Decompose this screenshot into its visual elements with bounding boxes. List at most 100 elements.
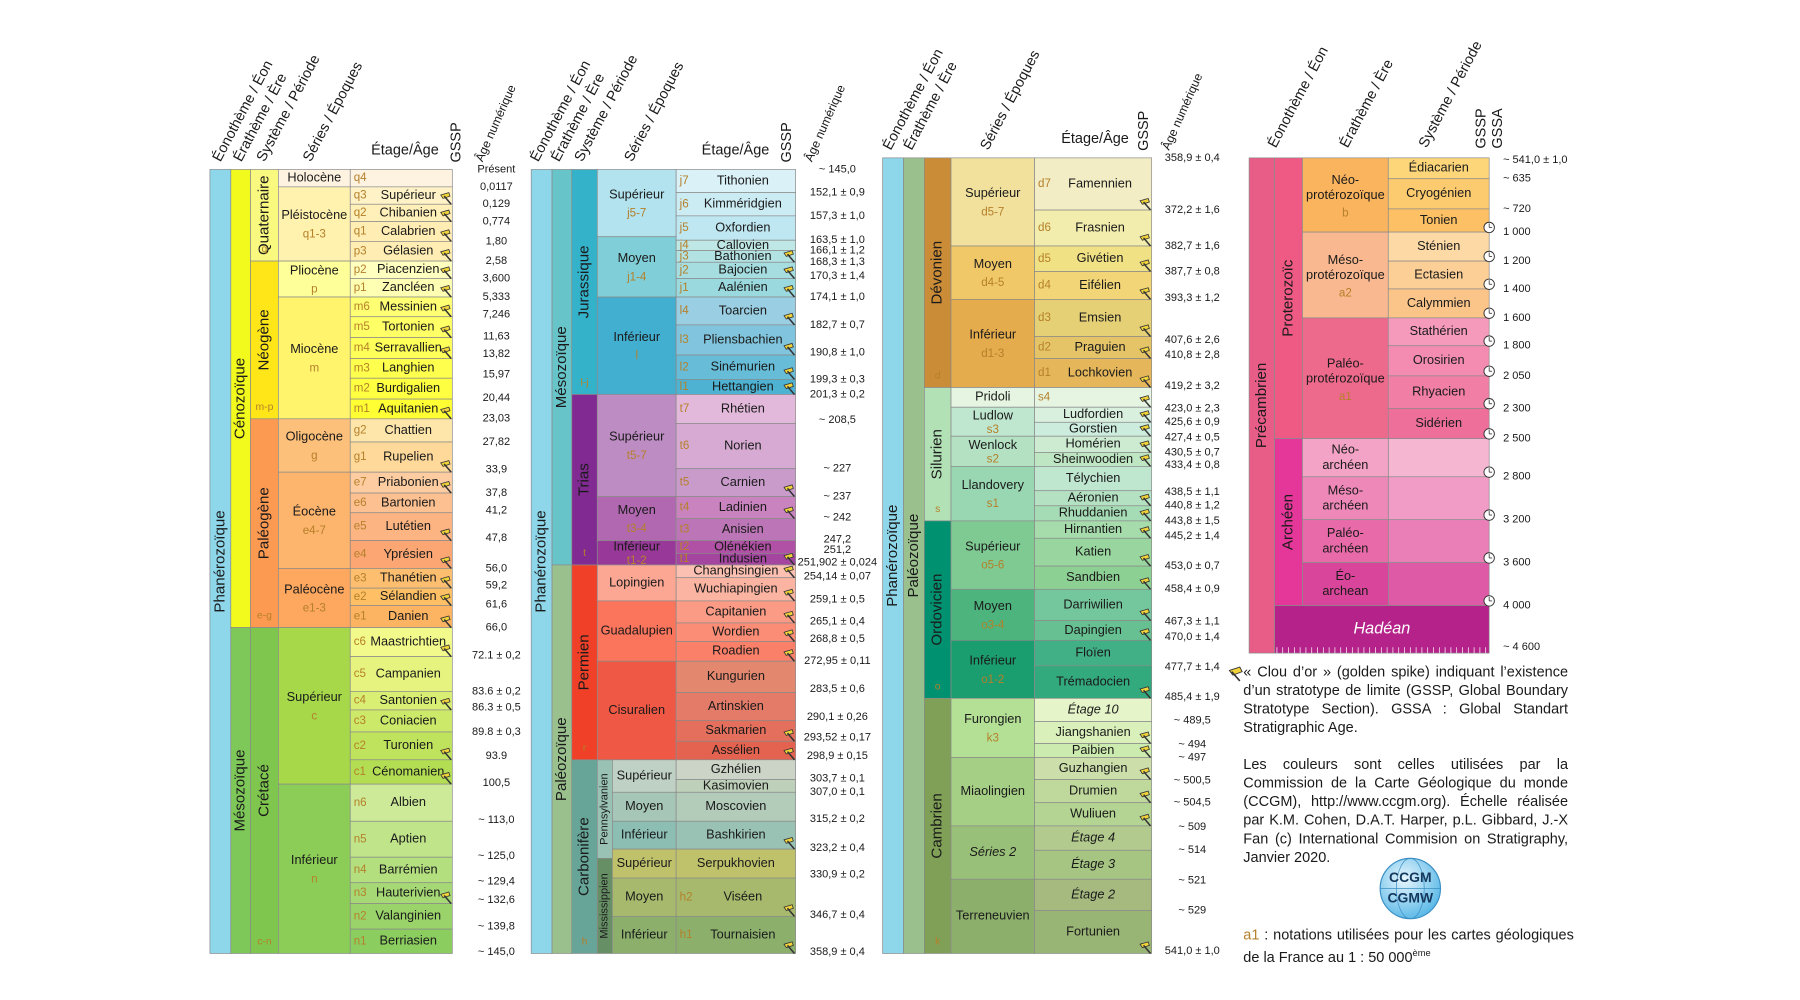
cell-code: h bbox=[582, 937, 588, 948]
numeric-age: 254,14 ± 0,07 bbox=[804, 570, 871, 582]
numeric-age: 72.1 ± 0,2 bbox=[472, 649, 521, 661]
stage-code: e7 bbox=[354, 477, 367, 489]
stage-label: Kasimovien bbox=[703, 777, 769, 792]
gssp-spike bbox=[440, 576, 452, 589]
numeric-age: 443,8 ± 1,5 bbox=[1165, 515, 1220, 527]
numeric-age: ~ 720 bbox=[1503, 203, 1531, 215]
spike-nail bbox=[1142, 512, 1152, 522]
colors-note: Les couleurs sont celles utilisées par l… bbox=[1243, 756, 1569, 866]
stage-label: Hirnantien bbox=[1064, 521, 1122, 536]
gssp-spike bbox=[1139, 941, 1152, 954]
logo-text: CGMW bbox=[1388, 890, 1434, 906]
cell-label: Moyen bbox=[974, 598, 1012, 613]
spike-head bbox=[1139, 745, 1150, 753]
stage-label: Drumien bbox=[1069, 782, 1117, 797]
numeric-age: 445,2 ± 1,4 bbox=[1165, 530, 1220, 542]
spike-nail bbox=[443, 195, 452, 205]
spike-head bbox=[783, 904, 794, 912]
cell-label: Guadalupien bbox=[601, 622, 673, 637]
numeric-age: ~ 113,0 bbox=[478, 814, 514, 826]
spike-nail bbox=[786, 652, 796, 662]
stage-code: t6 bbox=[680, 440, 690, 452]
numeric-age: 346,7 ± 0,4 bbox=[810, 909, 865, 921]
spike-head bbox=[440, 460, 451, 467]
stage-label: Zancléen bbox=[382, 279, 434, 294]
cell-code: s3 bbox=[987, 424, 999, 436]
column-header: GSSP bbox=[1136, 111, 1152, 151]
stage-code: p3 bbox=[354, 245, 367, 257]
stage-code: d7 bbox=[1038, 178, 1051, 190]
numeric-age: 66,0 bbox=[486, 621, 507, 633]
spike-head bbox=[440, 644, 451, 652]
stage-label: Étage 3 bbox=[1071, 856, 1115, 871]
cell bbox=[349, 820, 453, 858]
stage-code: j2 bbox=[679, 264, 689, 276]
spike-nail bbox=[443, 349, 452, 359]
cell-code: s bbox=[935, 504, 940, 515]
gssp-spike bbox=[440, 304, 452, 318]
spike-head bbox=[440, 346, 451, 354]
cell-code: e4-7 bbox=[303, 525, 326, 537]
numeric-age: 11,63 bbox=[483, 330, 510, 342]
numeric-age: 382,7 ± 1,6 bbox=[1165, 240, 1220, 252]
cell bbox=[349, 627, 453, 657]
spike-head bbox=[783, 506, 794, 514]
cell-label: Méso-protérozoïque bbox=[1306, 252, 1385, 282]
spike-head bbox=[440, 697, 451, 705]
gssp-spike bbox=[440, 248, 452, 262]
spike-nail bbox=[443, 701, 452, 711]
stage-label: Lutétien bbox=[386, 518, 431, 533]
spike-nail bbox=[443, 894, 452, 905]
gssp-spike bbox=[783, 266, 796, 279]
spike-nail bbox=[786, 269, 796, 279]
spike-nail bbox=[443, 288, 452, 298]
numeric-age: 477,7 ± 1,4 bbox=[1165, 661, 1220, 673]
cell-label: Sidérien bbox=[1415, 415, 1462, 430]
spike-head bbox=[783, 610, 794, 618]
gssp-spike bbox=[783, 837, 796, 850]
stage-code: p1 bbox=[354, 282, 367, 294]
stage-code: h1 bbox=[680, 929, 693, 941]
cell bbox=[1302, 157, 1389, 233]
cell-label: Supérieur bbox=[965, 185, 1021, 200]
cell-label: Inférieur bbox=[969, 653, 1017, 668]
cell bbox=[1034, 358, 1153, 388]
cell-code: t5-7 bbox=[627, 450, 647, 462]
numeric-age: 83.6 ± 0,2 bbox=[472, 685, 521, 697]
gssp-spike bbox=[1139, 259, 1152, 273]
stage-label: Albien bbox=[391, 794, 426, 809]
gssp-spike bbox=[440, 891, 452, 905]
spike-head bbox=[440, 266, 451, 274]
cell-code: o bbox=[935, 681, 941, 692]
cell bbox=[1034, 157, 1153, 211]
cell-code: a2 bbox=[1339, 288, 1352, 300]
stage-label: Roadien bbox=[712, 643, 760, 658]
spike-head bbox=[1139, 324, 1150, 332]
stage-code: l2 bbox=[680, 361, 689, 373]
stage-code: d5 bbox=[1038, 253, 1051, 265]
column-header: Étage/Âge bbox=[371, 141, 439, 158]
gssp-spike bbox=[1139, 608, 1152, 622]
stage-label: Pliensbachien bbox=[703, 331, 782, 346]
spike-nail bbox=[786, 592, 796, 602]
cell bbox=[1302, 519, 1389, 563]
stage-label: Capitanien bbox=[705, 603, 766, 618]
numeric-age: 438,5 ± 1,1 bbox=[1165, 486, 1220, 498]
gssp-spike bbox=[440, 593, 452, 607]
numeric-age: ~ 208,5 bbox=[819, 414, 856, 426]
cell-label: Miocène bbox=[290, 341, 338, 356]
stage-label: Emsien bbox=[1079, 309, 1122, 324]
cell-label: Trias bbox=[576, 463, 593, 496]
cell-label: Terreneuvien bbox=[956, 908, 1030, 923]
cell bbox=[612, 877, 677, 917]
numeric-age: 3,600 bbox=[483, 272, 511, 284]
numeric-age: 1 200 bbox=[1503, 255, 1531, 267]
cell-label: Pridoli bbox=[975, 389, 1010, 404]
gssp-spike bbox=[1139, 813, 1152, 827]
cell-label: Inférieur bbox=[613, 538, 661, 553]
spike-head bbox=[783, 367, 794, 375]
spike-head bbox=[440, 615, 451, 623]
cell-code: b bbox=[1342, 208, 1348, 220]
spike-nail bbox=[443, 269, 452, 279]
numeric-age: 251,902 ± 0,024 bbox=[798, 557, 877, 569]
